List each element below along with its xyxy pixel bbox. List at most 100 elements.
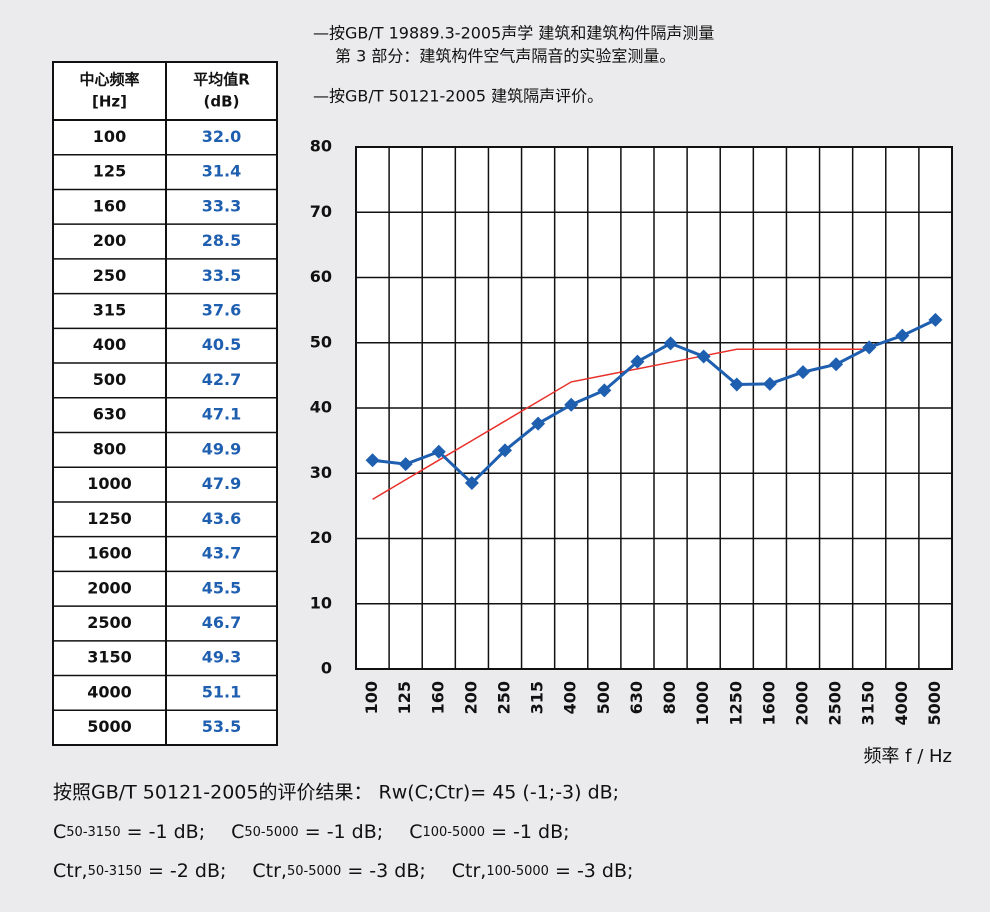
table-cell: 250 xyxy=(93,266,126,285)
table-cell: 31.4 xyxy=(202,162,241,181)
table-cell: 5000 xyxy=(87,717,132,736)
x-tick-label: 400 xyxy=(561,681,580,714)
x-tick-label: 2500 xyxy=(826,681,845,726)
table-cell: 43.7 xyxy=(202,544,241,563)
result-subscript: 100-5000 xyxy=(486,864,549,879)
table-cell: 53.5 xyxy=(202,717,241,736)
data-point xyxy=(696,349,711,364)
table-cell: 43.6 xyxy=(202,509,241,528)
data-point xyxy=(762,376,777,391)
table-cell: 2000 xyxy=(87,578,132,597)
table-cell: 4000 xyxy=(87,682,132,701)
table-cell: 45.5 xyxy=(202,578,241,597)
table-cell: 500 xyxy=(93,370,126,389)
result-value: = -1 dB; xyxy=(299,821,383,843)
y-tick-label: 10 xyxy=(310,593,332,612)
data-point xyxy=(498,443,512,458)
x-tick-label: 1250 xyxy=(726,681,745,726)
table-cell: 400 xyxy=(93,335,126,354)
y-tick-label: 50 xyxy=(310,332,332,351)
result-line: C50-3150 = -1 dB; C50-5000 = -1 dB; C100-5… xyxy=(53,821,570,843)
data-point xyxy=(564,397,579,412)
table-cell: 200 xyxy=(93,231,126,250)
x-tick-label: 500 xyxy=(594,681,613,714)
y-tick-label: 40 xyxy=(310,398,332,417)
x-tick-label: 800 xyxy=(660,681,679,714)
table-cell: 3150 xyxy=(87,648,132,667)
note: —按GB/T 19889.3-2005声学 建筑和建筑构件隔声测量 xyxy=(313,24,714,43)
x-tick-label: 125 xyxy=(395,681,414,714)
result-subscript: 50-5000 xyxy=(244,825,298,840)
table-cell: 100 xyxy=(93,127,126,146)
x-axis-label: 频率 f / Hz xyxy=(863,746,952,767)
table-cell: 315 xyxy=(93,300,126,319)
result-symbol: Ctr, xyxy=(53,860,88,882)
x-tick-label: 3150 xyxy=(859,681,878,726)
x-tick-label: 160 xyxy=(428,681,447,714)
result-subscript: 50-5000 xyxy=(287,864,341,879)
table-cell: 1250 xyxy=(87,509,132,528)
table-cell: 51.1 xyxy=(202,682,241,701)
data-point xyxy=(928,312,943,327)
result-subscript: 100-5000 xyxy=(422,825,485,840)
table-cell: 47.9 xyxy=(202,474,241,493)
x-tick-label: 1600 xyxy=(759,681,778,726)
y-tick-label: 20 xyxy=(310,528,332,547)
y-tick-label: 0 xyxy=(321,659,332,678)
data-point xyxy=(365,453,380,468)
table-cell: 125 xyxy=(93,162,126,181)
table-cell: 40.5 xyxy=(202,335,241,354)
table-cell: 160 xyxy=(93,196,126,215)
note: —按GB/T 50121-2005 建筑隔声评价。 xyxy=(313,87,603,106)
table-cell: 46.7 xyxy=(202,613,241,632)
x-tick-label: 4000 xyxy=(892,681,911,726)
series-line xyxy=(372,348,870,500)
data-point xyxy=(630,354,645,369)
data-point xyxy=(862,340,877,355)
result-value: = -1 dB; xyxy=(485,821,569,843)
table-cell: 2500 xyxy=(87,613,132,632)
result-value: = -1 dB; xyxy=(121,821,205,843)
x-tick-label: 200 xyxy=(461,681,480,714)
result-value: = -2 dB; xyxy=(142,860,226,882)
table-header: (dB) xyxy=(204,93,240,111)
data-point xyxy=(895,328,910,343)
table-cell: 32.0 xyxy=(202,127,241,146)
table-cell: 47.1 xyxy=(202,405,241,424)
series-line xyxy=(372,318,937,486)
y-tick-label: 80 xyxy=(310,137,332,156)
x-tick-label: 2000 xyxy=(793,681,812,726)
data-point xyxy=(464,476,479,491)
table-header: 平均值R xyxy=(193,71,250,89)
note: 第 3 部分：建筑构件空气声隔音的实验室测量。 xyxy=(335,47,675,66)
data-point xyxy=(796,365,810,380)
result-subscript: 50-3150 xyxy=(88,864,142,879)
y-tick-label: 60 xyxy=(310,267,332,286)
x-tick-label: 100 xyxy=(362,681,381,714)
result-symbol: C xyxy=(409,821,422,843)
x-tick-label: 315 xyxy=(528,681,547,714)
table-cell: 42.7 xyxy=(202,370,241,389)
data-point xyxy=(531,416,546,431)
y-tick-label: 30 xyxy=(310,463,332,482)
data-point xyxy=(663,336,678,351)
result-symbol: C xyxy=(53,821,66,843)
result-value: = -3 dB; xyxy=(341,860,425,882)
table-cell: 37.6 xyxy=(202,300,241,319)
result-symbol: C xyxy=(231,821,244,843)
result-value: = -3 dB; xyxy=(549,860,633,882)
data-point xyxy=(829,357,844,372)
result-symbol: Ctr, xyxy=(252,860,287,882)
result-symbol: Ctr, xyxy=(452,860,487,882)
x-tick-label: 1000 xyxy=(693,681,712,726)
table-cell: 28.5 xyxy=(202,231,241,250)
x-tick-label: 630 xyxy=(627,681,646,714)
x-tick-label: 5000 xyxy=(925,681,944,726)
data-point xyxy=(398,457,413,472)
data-point xyxy=(431,444,446,459)
table-cell: 49.3 xyxy=(202,648,241,667)
result-subscript: 50-3150 xyxy=(66,825,120,840)
table-header: 中心频率 xyxy=(79,71,139,89)
data-point xyxy=(729,377,744,392)
